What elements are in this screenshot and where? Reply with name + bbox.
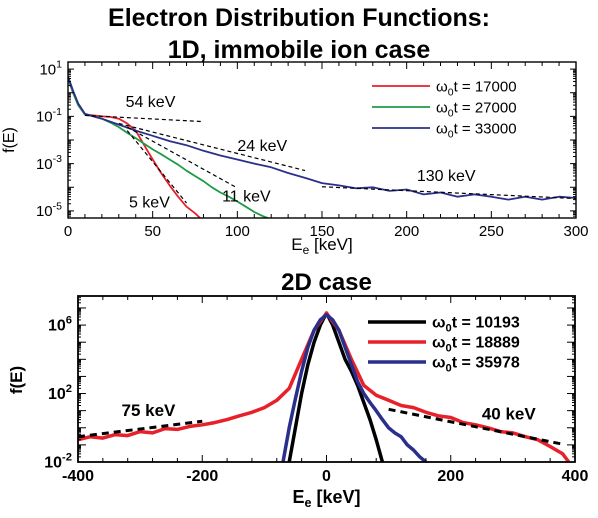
- fit-annotation-1: 54 keV: [126, 94, 176, 111]
- fit-annotation-1: 75 keV: [121, 401, 176, 420]
- legend-label-3: ω0t = 35978: [432, 355, 520, 375]
- y-tick-label: 10-3: [36, 153, 62, 173]
- chart-1d-panel: 0 50 100 150 200 250 300 101 10-1 10-3 10-5 Ee [keV…: [1, 59, 589, 257]
- fit-line-2: [388, 407, 563, 446]
- fit-line-5: [321, 186, 576, 200]
- chart-2d-panel: 2D case -400 -200 0 200 400 106 102 10-2 Ee [keV]…: [7, 269, 588, 510]
- y-axis-label: f(E): [7, 366, 26, 394]
- series-group: [68, 75, 576, 218]
- y-tick-label: 10-1: [36, 106, 62, 126]
- x-tick-label: 250: [479, 223, 504, 240]
- y-tick-label: 10-5: [36, 200, 62, 220]
- fit-annotation-5: 11 keV: [222, 188, 271, 205]
- legend-label-3: ω0t = 33000: [436, 120, 517, 140]
- x-axis-label: Ee [keV]: [291, 235, 352, 257]
- legend-label-2: ω0t = 27000: [436, 99, 517, 119]
- y-tick-label: 102: [48, 383, 72, 403]
- y-tick-label: 106: [48, 314, 72, 334]
- fit-annotation-3: 130 keV: [417, 168, 476, 185]
- series-group: [78, 311, 571, 462]
- legend-label-1: ω0t = 17000: [436, 78, 517, 98]
- x-tick-label: 100: [225, 223, 250, 240]
- series-line-1: [287, 311, 385, 462]
- fit-line-1: [78, 419, 203, 439]
- fit-annotation-4: 5 keV: [129, 194, 170, 211]
- legend-label-2: ω0t = 18889: [432, 335, 520, 355]
- fit-line-1: [84, 114, 204, 123]
- legend-label-1: ω0t = 10193: [432, 315, 520, 335]
- x-tick-label: 50: [144, 223, 161, 240]
- x-tick-label: 400: [562, 468, 589, 485]
- x-axis-label: Ee [keV]: [292, 487, 360, 510]
- series-line-3: [68, 75, 576, 201]
- x-tick-label: -400: [62, 468, 94, 485]
- fit-annotation-2: 40 keV: [482, 405, 537, 424]
- y-tick-label: 10-2: [44, 451, 72, 471]
- panel-title: 2D case: [281, 269, 372, 296]
- series-line-3: [281, 313, 428, 462]
- figure-title-line1: Electron Distribution Functions:: [108, 4, 490, 32]
- fit-annotation-2: 24 keV: [237, 138, 287, 155]
- x-tick-label: 0: [322, 468, 331, 485]
- x-tick-label: 150: [309, 223, 334, 240]
- fit-line-2: [126, 130, 187, 204]
- x-tick-label: -200: [186, 468, 218, 485]
- fit-line-4: [126, 126, 238, 189]
- y-tick-label: 101: [39, 59, 62, 79]
- x-tick-label: 200: [437, 468, 464, 485]
- figure-title-line2: 1D, immobile ion case: [167, 36, 431, 64]
- y-axis-label: f(E): [1, 127, 18, 153]
- x-tick-label: 200: [394, 223, 419, 240]
- x-tick-label: 0: [64, 223, 72, 240]
- x-tick-label: 300: [563, 223, 588, 240]
